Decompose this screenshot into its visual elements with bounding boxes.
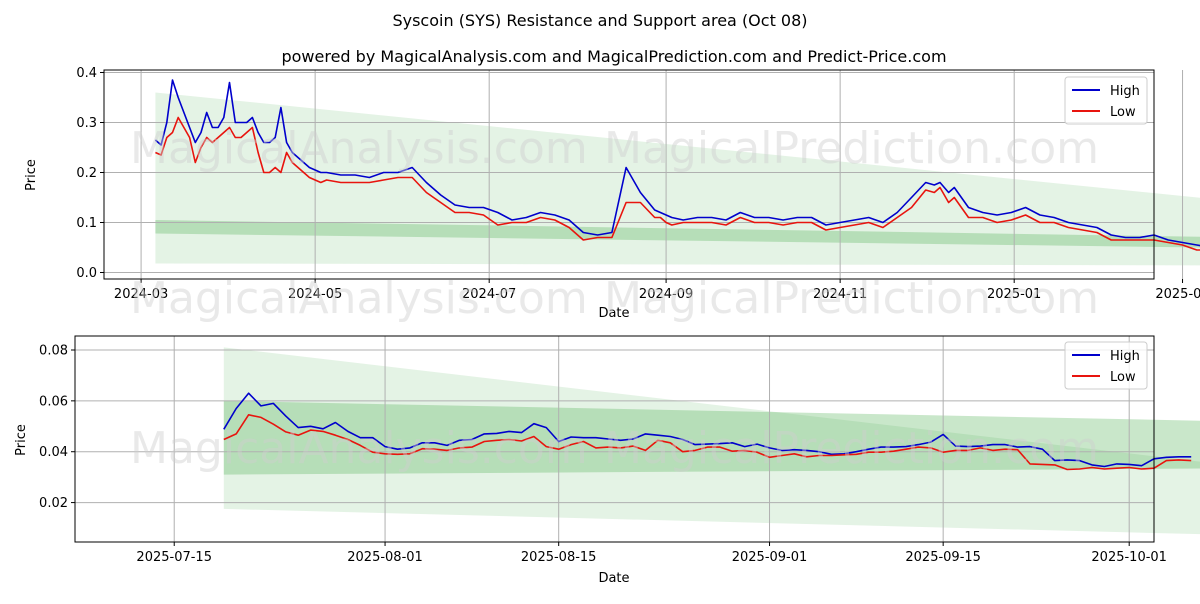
top-y-tick-label: 0.0 — [76, 266, 97, 281]
watermark-analysis-top: MagicalAnalysis.com — [130, 123, 588, 174]
top-y-tick-label: 0.2 — [76, 166, 97, 181]
top-legend-high-label: High — [1110, 84, 1140, 99]
watermark-prediction-bottom: MagicalPrediction.com — [604, 423, 1099, 474]
bottom-legend-low-label: Low — [1110, 370, 1136, 385]
top-legend-box — [1064, 76, 1148, 125]
top-y-tick-label: 0.3 — [76, 116, 97, 131]
bottom-y-tick-label: 0.02 — [39, 496, 68, 511]
bottom-y-tick-label: 0.08 — [39, 343, 68, 358]
bottom-band-inner — [223, 400, 1200, 475]
bottom-series-high-line — [223, 392, 1192, 468]
top-x-tick-label: 2024-09 — [639, 287, 693, 302]
bottom-x-tick-label: 2025-07-15 — [136, 550, 212, 565]
watermark-prediction-top: MagicalPrediction.com — [604, 123, 1099, 174]
bottom-x-tick-label: 2025-10-01 — [1091, 550, 1167, 565]
top-x-tick-label: 2024-03 — [114, 287, 168, 302]
bottom-band-outer — [223, 347, 1200, 535]
bottom-x-axis-label: Date — [598, 571, 629, 586]
top-x-tick-label: 2024-11 — [813, 287, 867, 302]
bottom-y-tick-label: 0.04 — [39, 445, 68, 460]
chart-title: Syscoin (SYS) Resistance and Support are… — [392, 11, 807, 30]
top-chart-panel: 0.0 0.1 0.2 0.3 0.4 2024-03 2024-05 2024-07 202… — [24, 66, 1200, 324]
top-y-tick-label: 0.1 — [76, 216, 97, 231]
top-series-low-line — [155, 116, 1200, 251]
bottom-legend-high-label: High — [1110, 349, 1140, 364]
chart-subtitle: powered by MagicalAnalysis.com and Magic… — [281, 47, 946, 66]
bottom-x-tick-label: 2025-09-15 — [905, 550, 981, 565]
top-legend: High Low — [1064, 76, 1148, 125]
top-y-axis-label: Price — [24, 159, 39, 191]
top-chart-frame — [103, 69, 1155, 280]
bottom-x-tick-label: 2025-08-01 — [347, 550, 423, 565]
bottom-y-axis-label: Price — [14, 424, 29, 456]
watermark-analysis-bottom: MagicalAnalysis.com — [130, 423, 588, 474]
top-y-tick-label: 0.4 — [76, 66, 97, 81]
bottom-legend-box — [1064, 341, 1148, 390]
top-legend-low-label: Low — [1110, 105, 1136, 120]
top-x-tick-label: 2024-05 — [288, 287, 342, 302]
top-x-tick-label: 2025-03 — [1155, 287, 1200, 302]
bottom-x-tick-label: 2025-08-15 — [521, 550, 597, 565]
top-series-high-line — [154, 79, 1200, 247]
top-x-tick-label: 2024-07 — [462, 287, 516, 302]
bottom-y-tick-label: 0.06 — [39, 394, 68, 409]
bottom-series-low-line — [223, 414, 1192, 471]
watermark-prediction-top-lower: MagicalPrediction.com — [604, 273, 1099, 324]
top-x-tick-label: 2025-01 — [987, 287, 1041, 302]
top-band-inner — [155, 220, 1200, 248]
bottom-chart-frame — [74, 335, 1155, 543]
top-x-axis-label: Date — [598, 306, 629, 321]
bottom-x-tick-label: 2025-09-01 — [732, 550, 808, 565]
watermark-analysis-top-lower: MagicalAnalysis.com — [130, 273, 588, 324]
bottom-chart-panel: 0.02 0.04 0.06 0.08 2025-07-15 2025-08-01 202… — [14, 335, 1200, 586]
bottom-legend: High Low — [1064, 341, 1148, 390]
